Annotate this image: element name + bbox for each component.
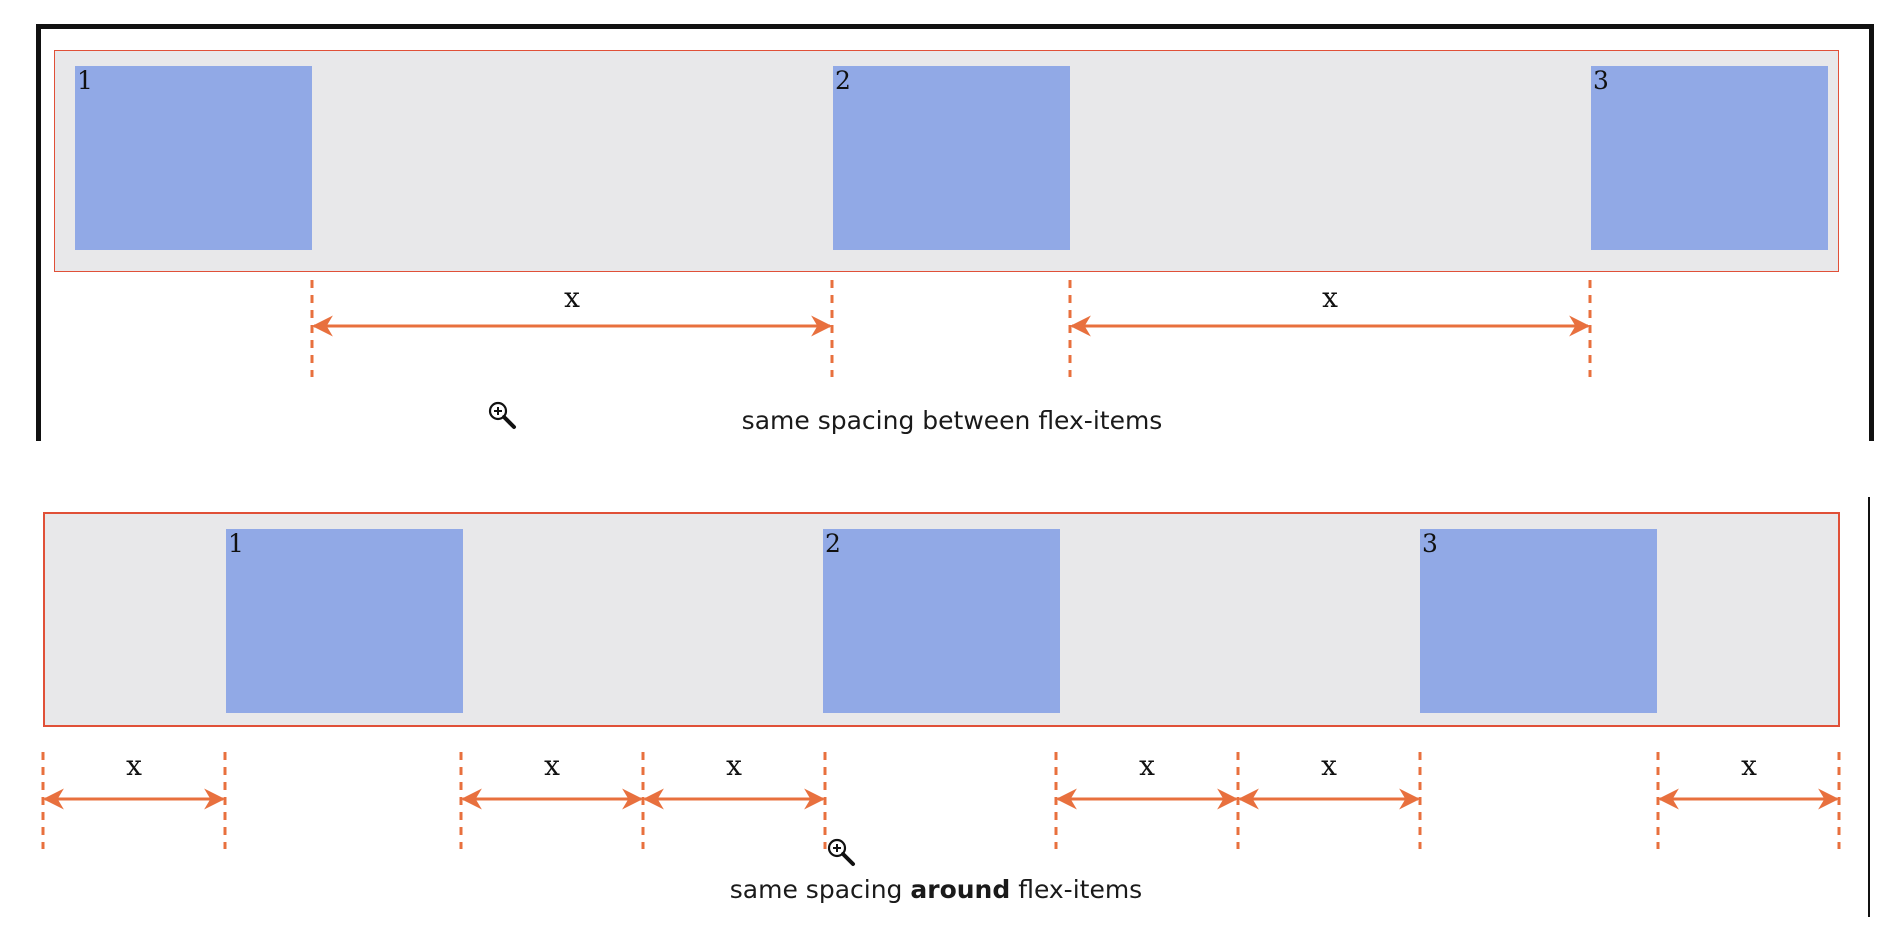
spacing-label: x [126,749,142,782]
item-number: 2 [825,529,841,558]
spacing-label: x [1322,281,1338,314]
spacing-label: x [1741,749,1757,782]
spacing-arrows: x x x x x x [41,749,1841,849]
spacing-label: x [544,749,560,782]
spacing-label: x [1139,749,1155,782]
flex-item-2: 2 [823,529,1060,713]
spacing-label: x [1321,749,1337,782]
diagram-space-between: 1 2 3 x x same [36,24,1874,441]
caption-text: same spacing between flex-items [741,406,1163,435]
diagram-space-around: 1 2 3 [36,497,1870,917]
item-number: 1 [228,529,244,558]
flex-item-3: 3 [1591,66,1828,250]
caption-text-end: flex-items [1010,875,1143,904]
spacing-label: x [726,749,742,782]
flex-item-1: 1 [226,529,463,713]
caption-bold-text: around [910,875,1011,904]
flex-item-3: 3 [1420,529,1657,713]
spacing-arrows: x x [310,280,1592,377]
caption: same spacing around flex-items [730,875,1142,904]
flex-item-2: 2 [833,66,1070,250]
zoom-in-cursor-icon [827,838,855,866]
flex-container: 1 2 3 [54,50,1839,272]
spacing-label: x [564,281,580,314]
flex-item-1: 1 [75,66,312,250]
item-number: 3 [1593,66,1609,95]
caption-text: same spacing [729,875,911,904]
caption: same spacing between flex-items [742,406,1163,435]
item-number: 2 [835,66,851,95]
item-number: 3 [1422,529,1438,558]
zoom-in-cursor-icon [488,401,516,429]
item-number: 1 [77,66,93,95]
flex-container: 1 2 3 [43,512,1840,727]
